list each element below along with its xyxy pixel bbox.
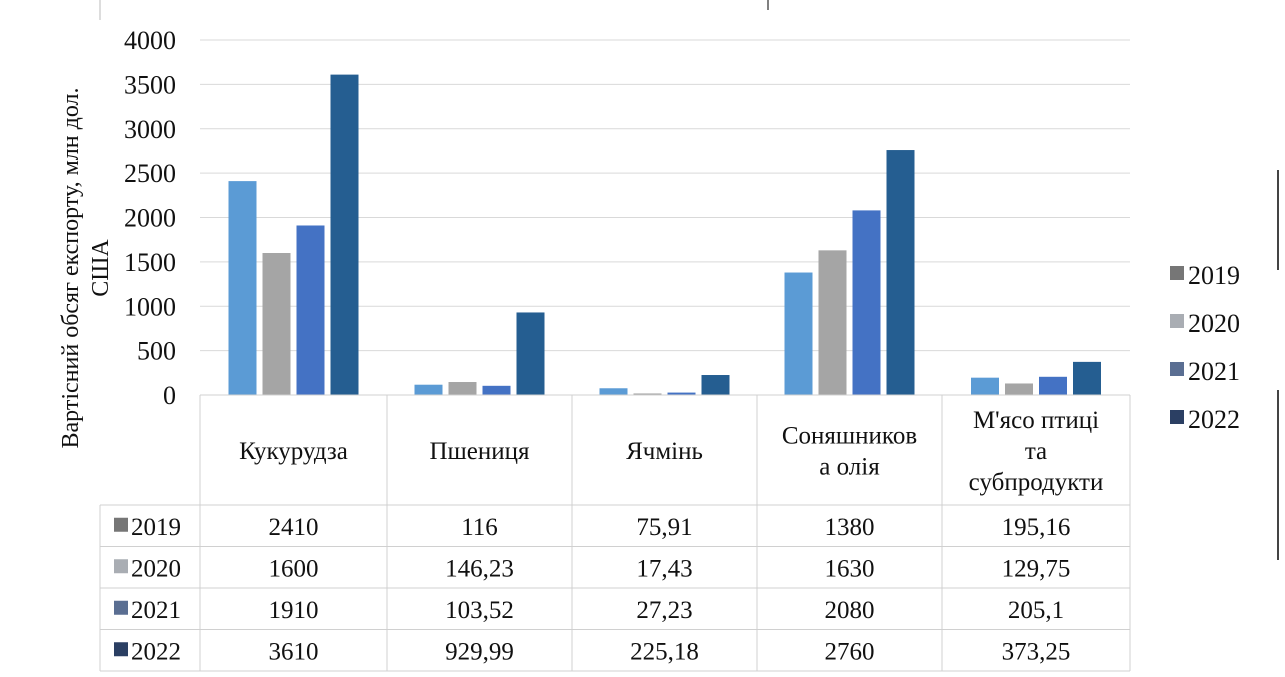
bar: [330, 74, 359, 396]
bar: [1005, 383, 1033, 395]
y-tick-label: 3500: [124, 70, 176, 99]
table-series-key: [114, 642, 128, 657]
table-cell: 17,43: [636, 555, 692, 582]
table-cell: 1600: [269, 555, 319, 582]
table-series-key: [114, 600, 128, 615]
table-cell: 146,23: [445, 555, 514, 582]
legend-key: [1170, 266, 1184, 280]
table-series-name: 2022: [131, 638, 181, 665]
table-cell: 1630: [825, 555, 875, 582]
bar: [599, 388, 628, 395]
bar: [1039, 376, 1067, 395]
table-category-label: Соняшников: [782, 423, 917, 450]
bar: [228, 181, 257, 395]
table-cell: 2410: [269, 514, 319, 541]
bar: [262, 253, 291, 395]
table-category-label: Ячмінь: [626, 438, 703, 465]
y-axis-title: Вартісний обсяг експорту, млн дол. США: [58, 88, 114, 449]
y-axis-tick-labels: 0 500 1000 1500 2000 2500 3000 3500 4000: [124, 26, 176, 410]
y-tick-label: 4000: [124, 26, 176, 55]
table-cell: 103,52: [445, 597, 514, 624]
table-cell: 205,1: [1008, 597, 1064, 624]
bar: [448, 382, 477, 395]
bar: [667, 392, 696, 395]
bar: [482, 385, 511, 395]
y-axis-title-line: Вартісний обсяг експорту, млн дол.: [58, 88, 84, 449]
legend-label: 2020: [1188, 309, 1240, 338]
y-tick-label: 1000: [124, 292, 176, 321]
y-tick-label: 0: [163, 381, 176, 410]
table-series-name: 2020: [131, 555, 181, 582]
table-series-name: 2021: [131, 597, 181, 624]
bars: [228, 74, 1101, 396]
legend: 2019 2020 2021 2022: [1170, 261, 1240, 434]
table-category-label: а олія: [819, 454, 880, 481]
bar: [633, 393, 662, 395]
bar: [818, 250, 847, 395]
bar: [516, 312, 545, 395]
table-category-label: та: [1025, 438, 1047, 465]
bar: [886, 150, 915, 395]
legend-label: 2019: [1188, 261, 1240, 290]
table-cell: 373,25: [1002, 638, 1071, 665]
y-tick-label: 2500: [124, 159, 176, 188]
bar: [296, 225, 325, 395]
table-series-name: 2019: [131, 514, 181, 541]
table-category-label: Пшениця: [429, 438, 530, 465]
legend-label: 2022: [1188, 405, 1240, 434]
table-series-key: [114, 517, 128, 532]
y-tick-label: 1500: [124, 248, 176, 277]
table-cell: 2080: [825, 597, 875, 624]
bar: [701, 375, 730, 395]
table-cell: 116: [461, 514, 498, 541]
table-cell: 129,75: [1002, 555, 1071, 582]
y-tick-label: 3000: [124, 115, 176, 144]
table-cell: 1380: [825, 514, 875, 541]
table-cell: 2760: [825, 638, 875, 665]
table-category-label: Кукурудза: [239, 438, 348, 465]
page-edge-decorations: [99, 0, 1279, 560]
table-cell: 929,99: [445, 638, 514, 665]
data-table: Кукурудза Пшениця Ячмінь Соняшников а олія М'…: [99, 394, 1131, 672]
legend-key: [1170, 314, 1184, 328]
y-axis-title-line: США: [88, 239, 114, 297]
bar: [1073, 361, 1101, 395]
table-category-label: М'ясо птиці: [973, 407, 1099, 434]
bar: [971, 377, 999, 395]
y-tick-label: 2000: [124, 204, 176, 233]
table-series-key: [114, 559, 128, 574]
table-category-label: субпродукти: [969, 469, 1104, 496]
y-tick-label: 500: [137, 337, 176, 366]
table-cell: 75,91: [636, 514, 692, 541]
table-cell: 3610: [269, 638, 319, 665]
legend-key: [1170, 410, 1184, 424]
bar: [784, 272, 813, 395]
table-cell: 195,16: [1002, 514, 1071, 541]
bar: [852, 210, 881, 395]
table-cell: 27,23: [636, 597, 692, 624]
legend-label: 2021: [1188, 357, 1240, 386]
legend-key: [1170, 362, 1184, 376]
table-cell: 225,18: [630, 638, 699, 665]
table-cell: 1910: [269, 597, 319, 624]
bar: [414, 384, 443, 395]
